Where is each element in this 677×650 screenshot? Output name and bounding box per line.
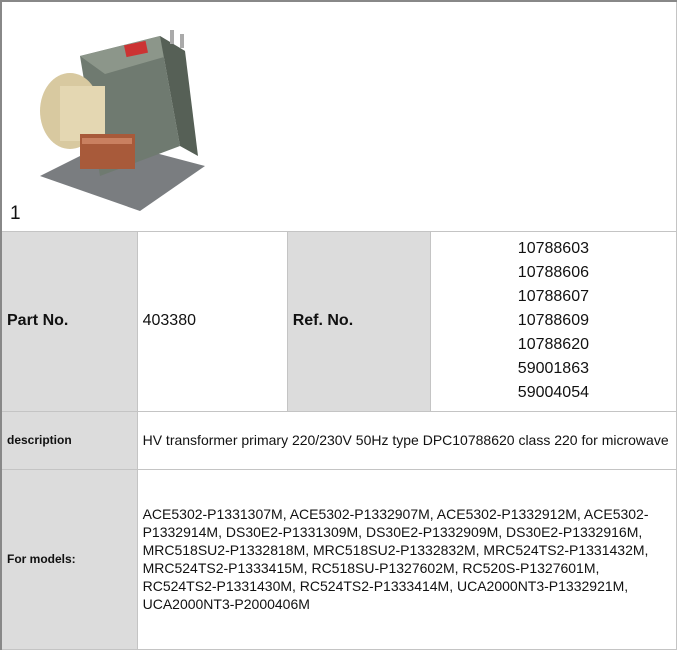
description-label: description bbox=[0, 410, 138, 470]
models-label: For models: bbox=[0, 468, 138, 650]
part-value: 403380 bbox=[136, 230, 288, 412]
description-text: HV transformer primary 220/230V 50Hz typ… bbox=[136, 410, 677, 470]
ref-number: 10788606 bbox=[517, 264, 589, 282]
ref-values: 10788603 10788606 10788607 10788609 10788620… bbox=[429, 230, 677, 412]
part-label: Part No. bbox=[0, 230, 138, 412]
models-text: ACE5302-P1331307M, ACE5302-P1332907M, AC… bbox=[136, 468, 677, 650]
ref-number: 59001863 bbox=[517, 360, 589, 378]
ref-label: Ref. No. bbox=[286, 230, 431, 412]
ref-number: 10788620 bbox=[517, 336, 589, 354]
image-cell: 1 bbox=[0, 0, 677, 232]
ref-number: 59004054 bbox=[517, 384, 589, 402]
ref-number: 10788609 bbox=[517, 312, 589, 330]
product-image bbox=[40, 30, 205, 211]
ref-number: 10788603 bbox=[517, 240, 589, 258]
ref-number: 10788607 bbox=[517, 288, 589, 306]
image-caption: 1 bbox=[10, 202, 21, 224]
